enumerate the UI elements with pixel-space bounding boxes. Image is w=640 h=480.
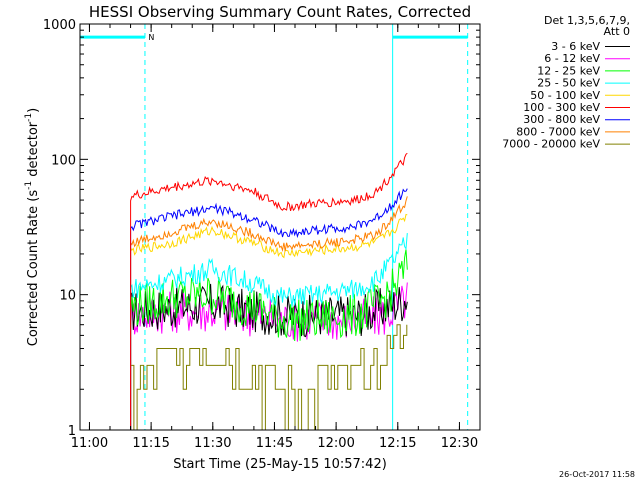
series-line-0	[130, 283, 408, 430]
svg-text:Corrected Count Rate (s-1 dete: Corrected Count Rate (s-1 detector-1)	[24, 108, 41, 346]
series-line-7	[130, 196, 408, 430]
y-tick-label-3: 1000	[43, 18, 76, 33]
legend-label-2: 12 - 25 keV	[537, 64, 600, 77]
x-tick-label-4: 12:00	[317, 436, 354, 451]
x-tick-label-5: 12:15	[379, 436, 416, 451]
series-line-2	[130, 249, 408, 430]
x-tick-label-2: 11:30	[194, 436, 231, 451]
x-axis-label: Start Time (25-May-15 10:57:42)	[173, 457, 387, 472]
y-axis-label: Corrected Count Rate (s-1 detector-1)	[24, 108, 41, 346]
x-tick-label-1: 11:15	[132, 436, 169, 451]
x-tick-label-0: 11:00	[71, 436, 108, 451]
legend-label-1: 6 - 12 keV	[544, 52, 600, 65]
legend-label-3: 25 - 50 keV	[537, 77, 600, 90]
plot-frame	[79, 23, 481, 431]
legend-label-5: 100 - 300 keV	[523, 101, 600, 114]
y-tick-label-1: 10	[59, 289, 76, 304]
saa-label: N	[148, 33, 154, 42]
y-tick-label-2: 100	[51, 153, 76, 168]
series-line-8	[130, 324, 408, 431]
legend-header-0: Det 1,3,5,6,7,9,	[544, 14, 630, 27]
legend-header-1: Att 0	[604, 25, 630, 38]
legend-label-7: 800 - 7000 keV	[516, 125, 600, 138]
x-tick-label-6: 12:30	[441, 436, 478, 451]
legend-label-0: 3 - 6 keV	[551, 40, 600, 53]
legend-label-8: 7000 - 20000 keV	[502, 138, 600, 151]
x-tick-label-3: 11:45	[256, 436, 293, 451]
series-line-6	[130, 188, 408, 430]
footer-timestamp: 26-Oct-2017 11:58	[559, 470, 635, 479]
series-line-4	[130, 213, 408, 430]
chart-title: HESSI Observing Summary Count Rates, Cor…	[89, 3, 471, 21]
series-line-5	[130, 152, 408, 430]
legend-label-4: 50 - 100 keV	[530, 89, 600, 102]
y-tick-label-0: 1	[68, 424, 76, 439]
legend-label-6: 300 - 800 keV	[523, 113, 600, 126]
series-line-3	[130, 233, 408, 430]
